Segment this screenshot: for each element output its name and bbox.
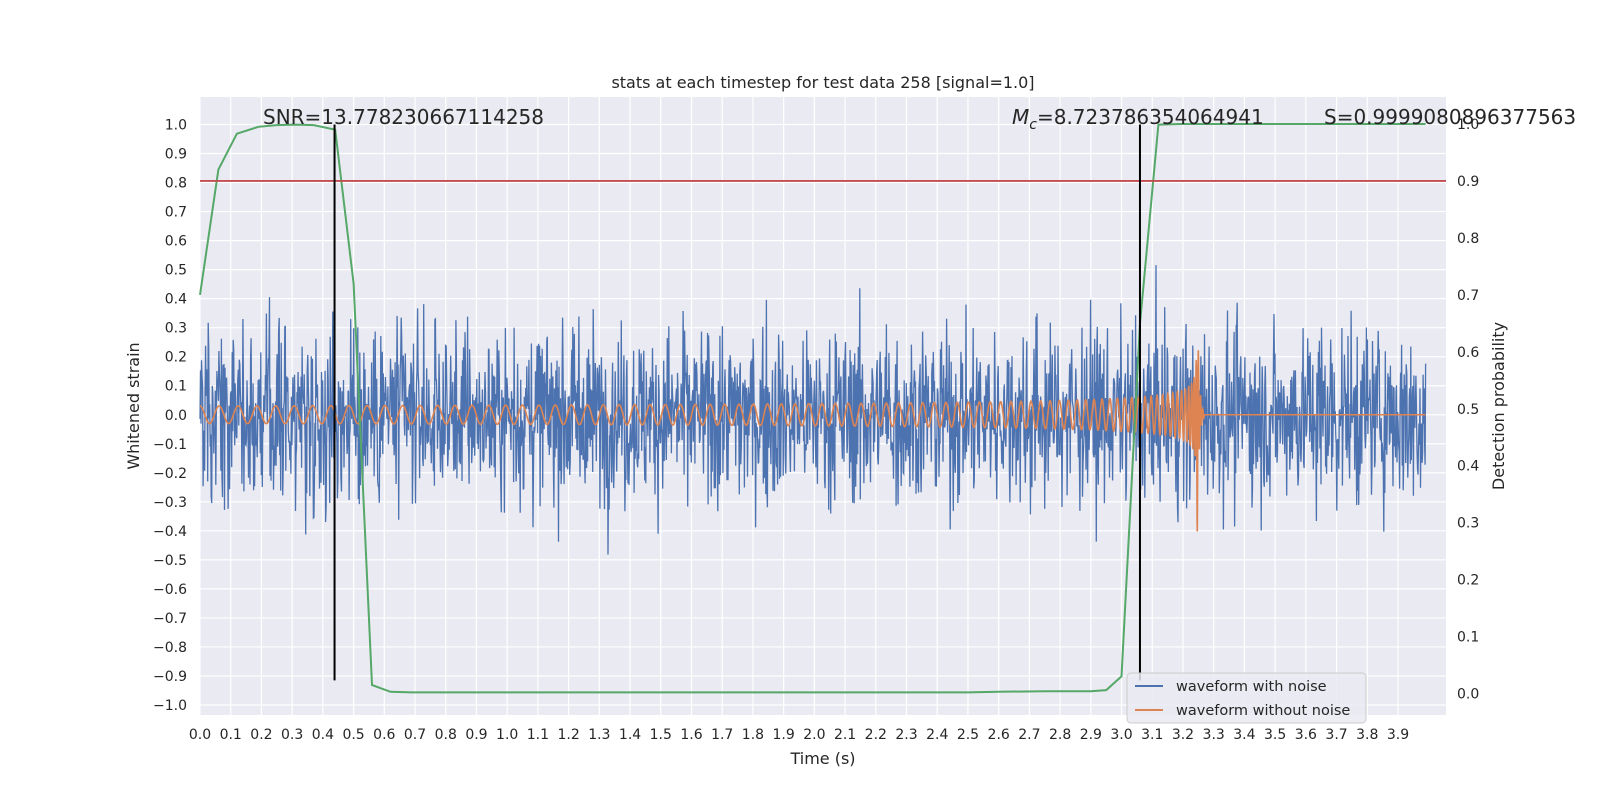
x-tick-label: 2.2: [865, 727, 887, 743]
x-tick-label: 0.1: [220, 727, 242, 743]
y2-tick-label: 0.7: [1457, 288, 1479, 304]
y-tick-label: −0.3: [153, 495, 187, 511]
y2-tick-label: 0.2: [1457, 573, 1479, 589]
y-tick-label: 0.4: [165, 292, 187, 308]
x-tick-label: 2.9: [1080, 727, 1102, 743]
mc-value: =8.723786354064941: [1037, 105, 1264, 129]
clean-waveform-series: [199, 350, 1426, 532]
x-tick-label: 3.7: [1325, 727, 1347, 743]
snr-annotation: SNR=13.778230667114258: [263, 105, 544, 129]
y-tick-label: −1.0: [153, 698, 187, 714]
y2-tick-label: 0.6: [1457, 345, 1479, 361]
x-tick-label: 3.9: [1387, 727, 1409, 743]
x-tick-label: 0.8: [435, 727, 457, 743]
x-tick-label: 1.9: [773, 727, 795, 743]
y2-axis-ticks: 1.0 0.9 0.8 0.7 0.6 0.5 0.4 0.3 0.2 0.1 0.0: [1457, 117, 1479, 703]
y-tick-label: −0.7: [153, 611, 187, 627]
y2-tick-label: 0.1: [1457, 630, 1479, 646]
legend-label-clean: waveform without noise: [1176, 703, 1350, 719]
y2-tick-label: 0.5: [1457, 402, 1479, 418]
x-axis-ticks: 0.0 0.1 0.2 0.3 0.4 0.5 0.6 0.7 0.8 0.9 1.0 1.1 1.2 1…: [189, 727, 1409, 743]
x-tick-label: 1.4: [619, 727, 641, 743]
y2-tick-label: 0.4: [1457, 459, 1479, 475]
x-axis-label: Time (s): [789, 749, 855, 768]
y-axis-label: Whitened strain: [124, 342, 143, 469]
x-tick-label: 3.0: [1110, 727, 1132, 743]
mc-symbol: M: [1012, 105, 1029, 129]
x-tick-label: 3.1: [1141, 727, 1163, 743]
x-tick-label: 1.8: [742, 727, 764, 743]
y-tick-label: 0.1: [165, 379, 187, 395]
y-tick-label: 1.0: [165, 118, 187, 134]
x-tick-label: 1.3: [588, 727, 610, 743]
y-tick-label: 0.8: [165, 176, 187, 192]
x-tick-label: 2.1: [834, 727, 856, 743]
y-tick-label: −0.4: [153, 524, 187, 540]
x-tick-label: 2.8: [1049, 727, 1071, 743]
chart-title: stats at each timestep for test data 258…: [611, 73, 1034, 92]
y-tick-label: −0.8: [153, 640, 187, 656]
y-tick-label: 0.6: [165, 234, 187, 250]
x-tick-label: 2.7: [1018, 727, 1040, 743]
y-tick-label: −0.2: [153, 466, 187, 482]
x-tick-label: 3.5: [1264, 727, 1286, 743]
mc-subscript: c: [1029, 117, 1037, 133]
x-tick-label: 3.8: [1356, 727, 1378, 743]
y-axis-ticks: 1.0 0.9 0.8 0.7 0.6 0.5 0.4 0.3 0.2 0.1 0.0 −0.1 −0.…: [153, 118, 187, 715]
x-tick-label: 0.4: [312, 727, 334, 743]
detection-probability-series: [199, 123, 1426, 694]
y-tick-label: 0.7: [165, 205, 187, 221]
legend-box: [1126, 672, 1367, 724]
mc-annotation: Mc=8.723786354064941: [1012, 105, 1264, 133]
y2-tick-label: 0.9: [1457, 174, 1479, 190]
y-tick-label: 0.3: [165, 321, 187, 337]
x-tick-label: 2.5: [957, 727, 979, 743]
y-tick-label: −0.6: [153, 582, 187, 598]
y-tick-label: 0.5: [165, 263, 187, 279]
legend: waveform with noise waveform without noi…: [1126, 672, 1367, 724]
x-tick-label: 3.6: [1295, 727, 1317, 743]
y2-tick-label: 0.3: [1457, 516, 1479, 532]
x-tick-label: 1.7: [711, 727, 733, 743]
noisy-waveform-series: [199, 265, 1427, 555]
y-tick-label: −0.5: [153, 553, 187, 569]
vertical-marker-lines: [333, 124, 1141, 681]
x-tick-label: 3.2: [1172, 727, 1194, 743]
x-tick-label: 1.6: [680, 727, 702, 743]
x-tick-label: 0.3: [281, 727, 303, 743]
legend-label-noise: waveform with noise: [1176, 679, 1327, 695]
y2-tick-label: 1.0: [1457, 117, 1479, 133]
y-tick-label: −0.1: [153, 437, 187, 453]
x-tick-label: 0.2: [250, 727, 272, 743]
x-tick-label: 2.4: [926, 727, 948, 743]
x-tick-label: 0.0: [189, 727, 211, 743]
y-tick-label: −0.9: [153, 669, 187, 685]
x-tick-label: 0.7: [404, 727, 426, 743]
x-tick-label: 3.3: [1203, 727, 1225, 743]
y2-tick-label: 0.8: [1457, 231, 1479, 247]
x-tick-label: 1.1: [527, 727, 549, 743]
detection-probability-line: [199, 123, 1426, 694]
y2-axis-label: Detection probability: [1489, 322, 1508, 490]
y-tick-label: 0.0: [165, 408, 187, 424]
x-tick-label: 2.6: [988, 727, 1010, 743]
s-annotation: S=0.9999080896377563: [1324, 105, 1576, 129]
noisy-waveform-line: [199, 265, 1427, 555]
x-tick-label: 1.5: [650, 727, 672, 743]
x-tick-label: 0.5: [342, 727, 364, 743]
x-tick-label: 2.0: [803, 727, 825, 743]
y-tick-label: 0.9: [165, 147, 187, 163]
x-tick-label: 3.4: [1233, 727, 1255, 743]
x-tick-label: 0.9: [465, 727, 487, 743]
y-tick-label: 0.2: [165, 350, 187, 366]
x-tick-label: 1.2: [557, 727, 579, 743]
clean-waveform-line: [199, 350, 1426, 532]
y2-tick-label: 0.0: [1457, 687, 1479, 703]
x-tick-label: 1.0: [496, 727, 518, 743]
x-tick-label: 0.6: [373, 727, 395, 743]
x-tick-label: 2.3: [895, 727, 917, 743]
